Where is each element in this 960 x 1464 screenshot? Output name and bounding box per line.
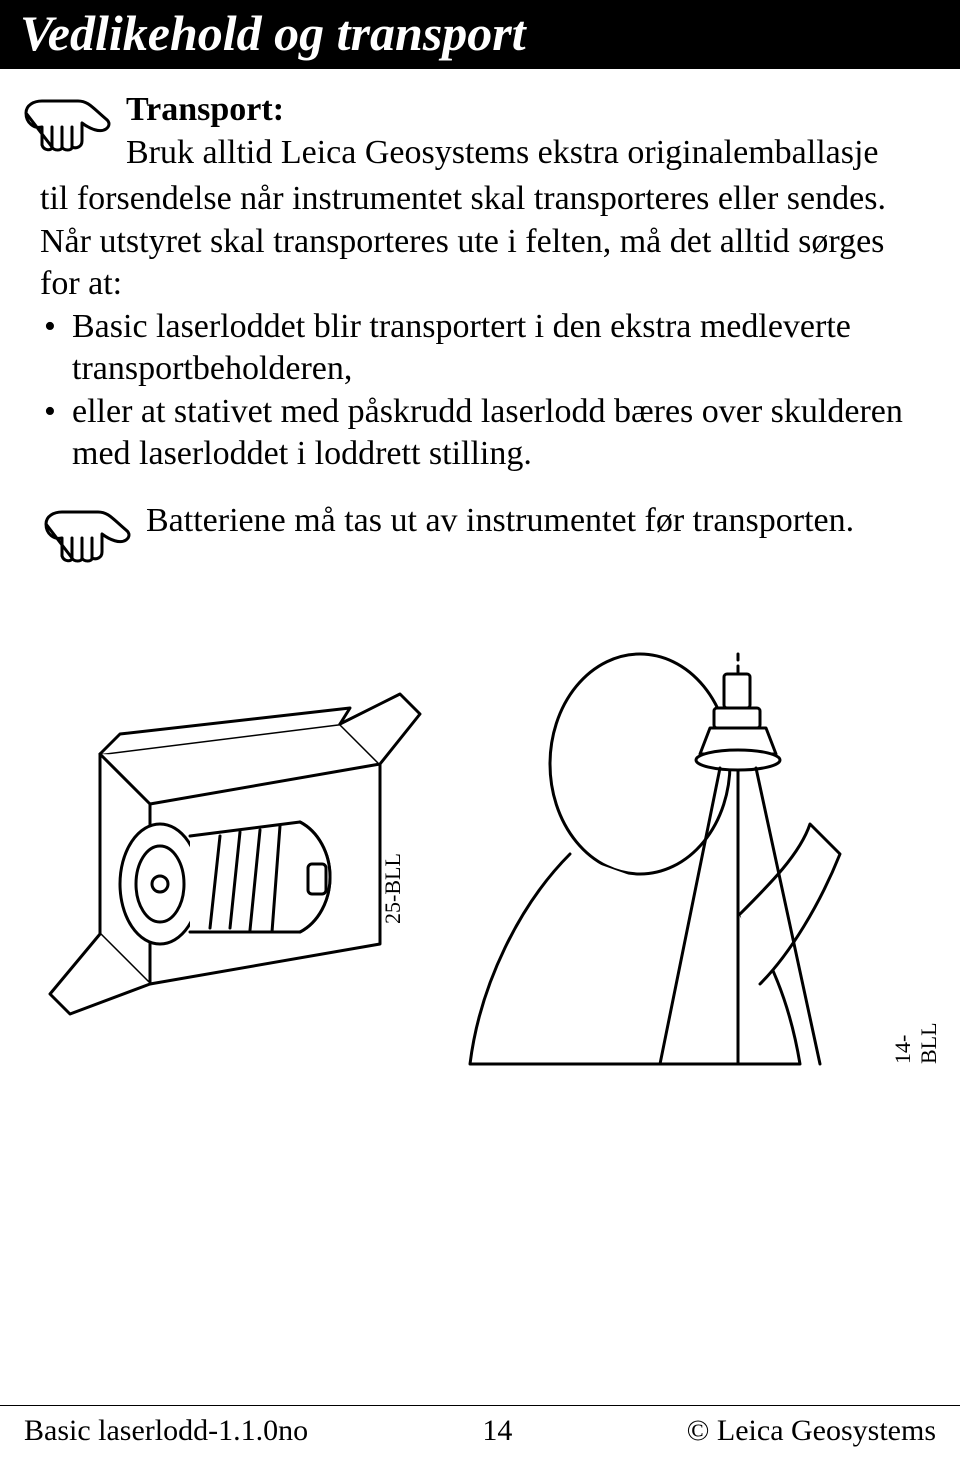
footer-page-number: 14 bbox=[482, 1414, 512, 1448]
pointing-hand-icon bbox=[20, 93, 112, 153]
illustration-carry-shoulder: 14-BLL bbox=[460, 624, 900, 1084]
intro-text-block: Transport: Bruk alltid Leica Geosystems … bbox=[126, 89, 879, 174]
illustrations-area: 25-BLL bbox=[20, 624, 940, 1144]
page-footer: Basic laserlodd-1.1.0no 14 © Leica Geosy… bbox=[0, 1405, 960, 1448]
footer-right: © Leica Geosystems bbox=[687, 1414, 936, 1448]
intro-lead: Transport: bbox=[126, 91, 284, 128]
page: Vedlikehold og transport Transport: Bruk… bbox=[0, 0, 960, 1464]
illustration-label-left: 25-BLL bbox=[380, 853, 406, 924]
note-text: Batteriene må tas ut av instrumentet før… bbox=[146, 500, 854, 543]
intro-continuation: til forsendelse når instrumentet skal tr… bbox=[20, 178, 940, 306]
pointing-hand-icon bbox=[40, 504, 132, 564]
illustration-label-right: 14-BLL bbox=[890, 1022, 942, 1064]
page-title: Vedlikehold og transport bbox=[20, 5, 526, 61]
note-row: Batteriene må tas ut av instrumentet før… bbox=[20, 500, 940, 564]
intro-body-line: Bruk alltid Leica Geosystems ekstra orig… bbox=[126, 134, 879, 171]
page-title-banner: Vedlikehold og transport bbox=[0, 0, 960, 69]
list-item: Basic laserloddet blir transportert i de… bbox=[40, 306, 920, 391]
bullet-list: Basic laserloddet blir transportert i de… bbox=[20, 306, 940, 476]
illustration-carry-case: 25-BLL bbox=[40, 664, 460, 1024]
footer-left: Basic laserlodd-1.1.0no bbox=[24, 1414, 308, 1448]
content-area: Transport: Bruk alltid Leica Geosystems … bbox=[0, 69, 960, 1144]
intro-row: Transport: Bruk alltid Leica Geosystems … bbox=[20, 89, 940, 174]
list-item: eller at stativet med påskrudd laserlodd… bbox=[40, 391, 920, 476]
